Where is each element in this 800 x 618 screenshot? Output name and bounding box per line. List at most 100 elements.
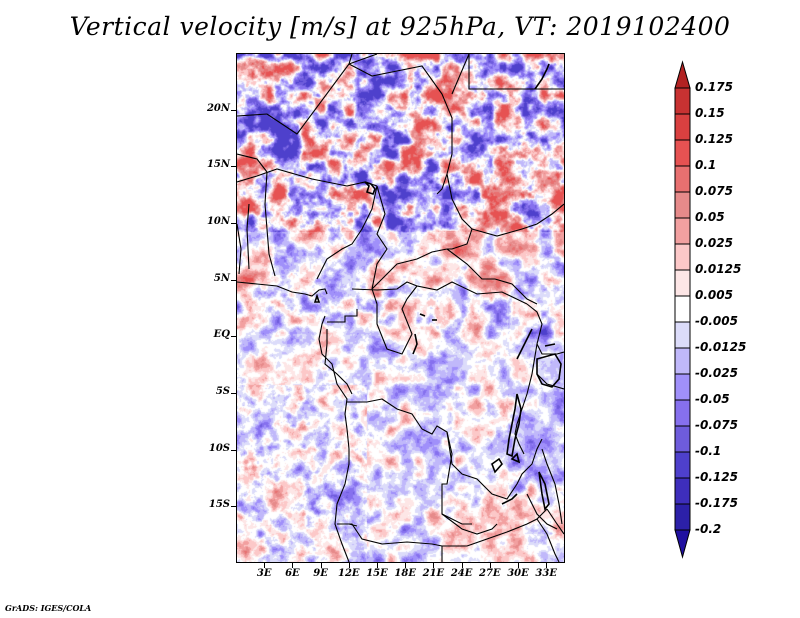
border-gabon-eqguinea xyxy=(324,329,353,395)
country-borders xyxy=(237,54,564,562)
colorbar-label: 0.025 xyxy=(695,236,733,250)
x-tick-mark xyxy=(489,563,491,568)
colorbar-box xyxy=(674,217,691,245)
colorbar-bottom-arrow xyxy=(674,529,691,559)
colorbar-box xyxy=(674,321,691,349)
y-tick-mark xyxy=(231,336,236,338)
y-tick-label: 20N xyxy=(206,102,230,114)
colorbar-box xyxy=(674,373,691,401)
y-tick-mark xyxy=(231,393,236,394)
border-zimbabwe xyxy=(536,518,560,562)
border-southsudan-drc-uganda xyxy=(526,303,543,395)
y-tick-mark xyxy=(231,223,236,224)
lake-chad xyxy=(364,181,376,195)
border-algeria-libya xyxy=(348,54,378,65)
y-tick-mark xyxy=(231,279,236,281)
x-tick-mark xyxy=(264,563,266,568)
border-chad-car xyxy=(371,248,448,290)
border-drc-angola-coast xyxy=(347,398,423,430)
y-tick-mark xyxy=(231,449,236,451)
colorbar-label: 0.125 xyxy=(695,132,733,146)
x-tick-label: 33E xyxy=(535,568,557,579)
coastline-gabon-angola xyxy=(318,315,350,562)
lake-kyoga xyxy=(544,343,556,347)
colorbar-label: -0.175 xyxy=(695,496,738,510)
colorbar-label: -0.0125 xyxy=(695,340,747,354)
border-nigeria-cameroon xyxy=(316,185,378,280)
border-angola-zambia xyxy=(441,513,498,535)
colorbar-label: 0.05 xyxy=(695,210,725,224)
lake-kariba xyxy=(501,493,518,505)
border-tanzania-kenya xyxy=(536,373,564,390)
x-tick-mark xyxy=(377,563,378,568)
colorbar-label: 0.075 xyxy=(695,184,733,198)
x-tick-mark xyxy=(433,563,435,568)
border-congo-drc xyxy=(371,288,413,355)
border-angola-south xyxy=(348,523,358,527)
border-niger-libya-chad xyxy=(348,63,453,195)
y-tick-mark xyxy=(231,166,236,168)
lake-albert xyxy=(516,328,533,360)
colorbar-box xyxy=(674,425,691,453)
map-plot-area xyxy=(236,53,565,563)
lake-tanganyika xyxy=(506,393,522,458)
lake-bangweulu xyxy=(510,452,521,464)
y-tick-label: 10S xyxy=(208,442,230,454)
coastline-westafrica xyxy=(237,281,328,297)
colorbar-box xyxy=(674,477,691,505)
border-gabon-congo xyxy=(327,309,358,323)
lake-nasser xyxy=(534,63,550,90)
lake-mai-ndombe xyxy=(419,313,426,317)
x-tick-mark xyxy=(518,563,519,568)
lake-bioko xyxy=(313,293,321,303)
x-tick-mark xyxy=(405,563,407,568)
border-uganda-kenya xyxy=(536,343,564,355)
border-car-southsudan xyxy=(446,248,538,305)
colorbar-box xyxy=(674,399,691,427)
border-togo-benin xyxy=(246,203,250,270)
x-tick-label: 18E xyxy=(394,568,416,579)
y-tick-mark xyxy=(231,109,236,111)
y-tick-mark xyxy=(231,506,236,508)
x-tick-label: 21E xyxy=(422,568,445,579)
colorbar-label: -0.005 xyxy=(695,314,738,328)
colorbar-box xyxy=(674,347,691,375)
border-mali-burkina xyxy=(237,153,268,173)
colorbar-label: -0.05 xyxy=(695,392,730,406)
border-ghana-togo xyxy=(237,223,242,275)
x-tick-mark xyxy=(292,563,294,568)
x-tick-label: 24E xyxy=(450,568,473,579)
x-tick-mark xyxy=(348,563,350,568)
colorbar-label: 0.15 xyxy=(695,106,725,120)
colorbar-box xyxy=(674,87,691,115)
chart-title: Vertical velocity [m/s] at 925hPa, VT: 2… xyxy=(69,12,731,41)
vertical-velocity-field xyxy=(237,54,564,562)
colorbar-label: 0.005 xyxy=(695,288,733,302)
colorbar-box xyxy=(674,269,691,297)
x-tick-mark xyxy=(546,563,548,568)
x-tick-label: 6E xyxy=(285,568,300,579)
y-tick-label: 10N xyxy=(206,216,230,227)
x-tick-label: 12E xyxy=(338,568,360,579)
y-tick-label: EQ xyxy=(213,329,230,341)
x-tick-mark xyxy=(461,563,463,568)
border-chad-cameroon xyxy=(371,185,388,290)
x-tick-label: 3E xyxy=(256,568,272,579)
y-tick-label: 15S xyxy=(208,499,230,511)
border-zambia-south xyxy=(466,508,548,547)
colorbar-label: -0.2 xyxy=(695,522,722,536)
x-tick-label: 15E xyxy=(366,568,388,579)
colorbar-label: -0.075 xyxy=(695,418,738,432)
grads-credit: GrADS: IGES/COLA xyxy=(5,603,92,613)
colorbar-label: -0.125 xyxy=(695,470,738,484)
border-cameroon-congo xyxy=(351,281,418,291)
border-libya-egypt xyxy=(468,54,564,90)
border-car-drc xyxy=(406,281,528,305)
colorbar-box xyxy=(674,451,691,479)
colorbar-label: -0.1 xyxy=(695,444,722,458)
colorbar-box xyxy=(674,503,691,531)
border-drc-uganda-rwanda xyxy=(514,393,528,455)
y-tick-label: 5S xyxy=(215,386,230,397)
colorbar-label: 0.0125 xyxy=(695,262,742,276)
